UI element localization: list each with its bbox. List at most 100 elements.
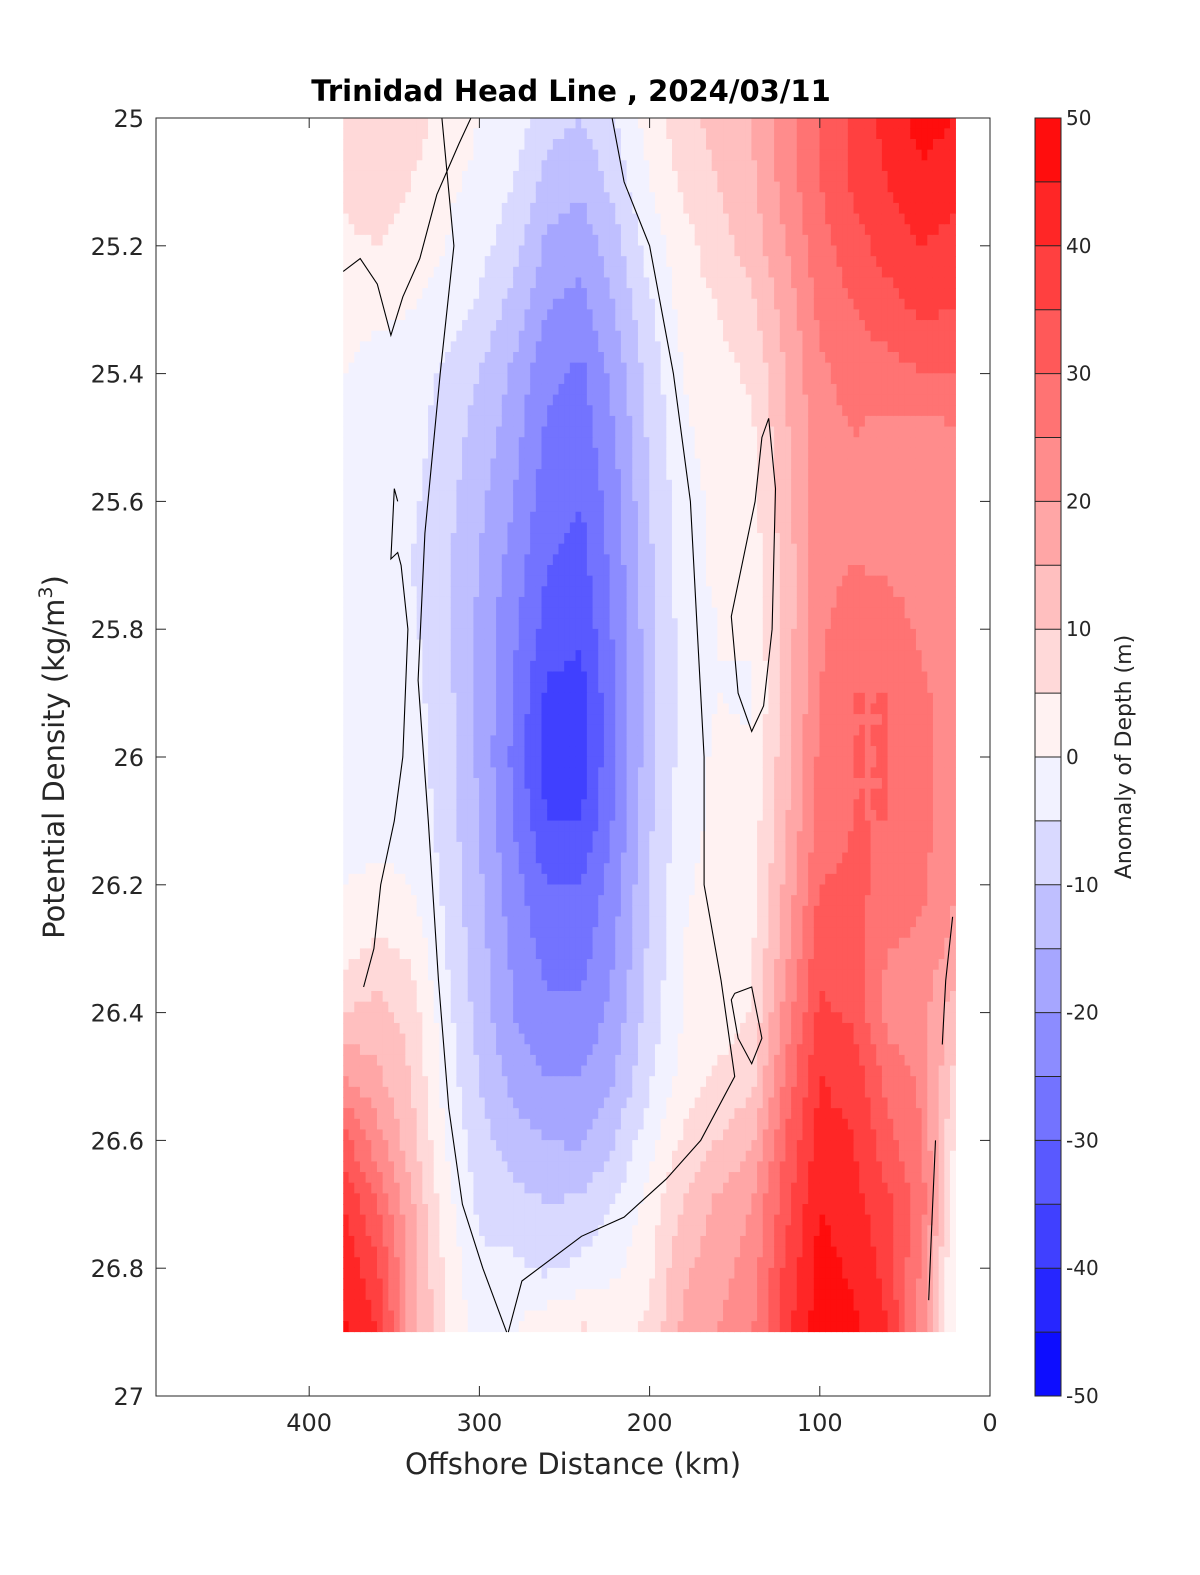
anomaly-cell xyxy=(864,192,872,204)
anomaly-cell xyxy=(734,352,741,364)
anomaly-cell xyxy=(530,405,537,417)
anomaly-cell xyxy=(609,298,616,310)
anomaly-cell xyxy=(411,320,418,332)
anomaly-cell xyxy=(762,128,770,140)
anomaly-cell xyxy=(598,437,605,449)
anomaly-cell xyxy=(456,352,463,364)
anomaly-cell xyxy=(524,575,531,587)
anomaly-cell xyxy=(405,128,412,140)
anomaly-cell xyxy=(791,256,798,268)
anomaly-cell xyxy=(825,277,832,289)
anomaly-cell xyxy=(541,533,548,545)
anomaly-cell xyxy=(348,277,355,289)
anomaly-cell xyxy=(507,213,514,225)
anomaly-cell xyxy=(921,341,928,353)
anomaly-cell xyxy=(938,554,945,566)
anomaly-cell xyxy=(921,149,928,161)
anomaly-cell xyxy=(518,234,526,247)
anomaly-cell xyxy=(348,362,355,374)
anomaly-cell xyxy=(354,501,361,513)
anomaly-cell xyxy=(586,149,594,161)
anomaly-cell xyxy=(569,426,577,438)
anomaly-cell xyxy=(399,362,406,374)
anomaly-cell xyxy=(762,501,770,513)
anomaly-cell xyxy=(473,394,480,406)
anomaly-cell xyxy=(683,596,690,609)
anomaly-cell xyxy=(484,458,492,470)
anomaly-cell xyxy=(689,256,696,268)
anomaly-cell xyxy=(723,266,730,279)
anomaly-cell xyxy=(569,139,577,151)
anomaly-cell xyxy=(518,181,526,193)
anomaly-cell xyxy=(643,170,650,183)
anomaly-cell xyxy=(501,320,509,332)
anomaly-cell xyxy=(501,341,509,353)
anomaly-cell xyxy=(439,266,446,279)
anomaly-cell xyxy=(393,575,401,587)
anomaly-cell xyxy=(887,118,894,129)
anomaly-cell xyxy=(535,266,543,279)
anomaly-cell xyxy=(439,554,446,566)
anomaly-cell xyxy=(586,320,594,332)
anomaly-cell xyxy=(462,586,469,598)
anomaly-cell xyxy=(859,490,866,502)
anomaly-cell xyxy=(927,256,934,268)
anomaly-cell xyxy=(717,607,724,619)
anomaly-cell xyxy=(603,596,611,609)
anomaly-cell xyxy=(445,596,452,609)
anomaly-cell xyxy=(870,426,877,438)
anomaly-cell xyxy=(428,490,435,502)
anomaly-cell xyxy=(524,224,531,236)
anomaly-cell xyxy=(484,288,492,300)
anomaly-cell xyxy=(365,511,372,523)
anomaly-cell xyxy=(365,160,372,172)
anomaly-cell xyxy=(802,447,809,460)
anomaly-cell xyxy=(683,245,690,257)
anomaly-cell xyxy=(700,202,707,215)
anomaly-cell xyxy=(740,288,747,300)
anomaly-cell xyxy=(757,128,764,140)
anomaly-cell xyxy=(654,447,662,460)
anomaly-cell xyxy=(513,288,520,300)
anomaly-cell xyxy=(632,437,639,449)
anomaly-cell xyxy=(808,533,815,545)
anomaly-cell xyxy=(938,490,945,502)
anomaly-cell xyxy=(887,266,894,279)
anomaly-cell xyxy=(586,501,594,513)
anomaly-cell xyxy=(654,298,662,310)
anomaly-cell xyxy=(779,181,787,193)
anomaly-cell xyxy=(847,277,855,289)
anomaly-cell xyxy=(677,469,684,481)
anomaly-cell xyxy=(598,575,605,587)
anomaly-cell xyxy=(507,458,514,470)
anomaly-cell xyxy=(689,192,696,204)
anomaly-cell xyxy=(348,447,355,460)
anomaly-cell xyxy=(416,170,423,183)
anomaly-cell xyxy=(609,149,616,161)
anomaly-cell xyxy=(813,149,821,161)
anomaly-cell xyxy=(343,362,350,374)
anomaly-cell xyxy=(774,405,781,417)
anomaly-cell xyxy=(620,415,628,428)
anomaly-cell xyxy=(734,458,741,470)
anomaly-cell xyxy=(507,554,514,566)
anomaly-cell xyxy=(371,234,378,247)
anomaly-cell xyxy=(785,405,792,417)
anomaly-cell xyxy=(564,469,571,481)
anomaly-cell xyxy=(547,139,554,151)
anomaly-cell xyxy=(711,330,718,342)
anomaly-cell xyxy=(819,522,826,534)
anomaly-cell xyxy=(637,352,645,364)
anomaly-cell xyxy=(359,394,367,406)
anomaly-cell xyxy=(382,405,389,417)
anomaly-cell xyxy=(774,288,781,300)
anomaly-cell xyxy=(507,330,514,342)
anomaly-cell xyxy=(501,192,509,204)
anomaly-cell xyxy=(898,373,906,385)
anomaly-cell xyxy=(615,341,622,353)
anomaly-cell xyxy=(825,469,832,481)
anomaly-cell xyxy=(422,458,429,470)
anomaly-cell xyxy=(416,298,423,310)
anomaly-cell xyxy=(626,522,633,534)
anomaly-cell xyxy=(870,181,877,193)
